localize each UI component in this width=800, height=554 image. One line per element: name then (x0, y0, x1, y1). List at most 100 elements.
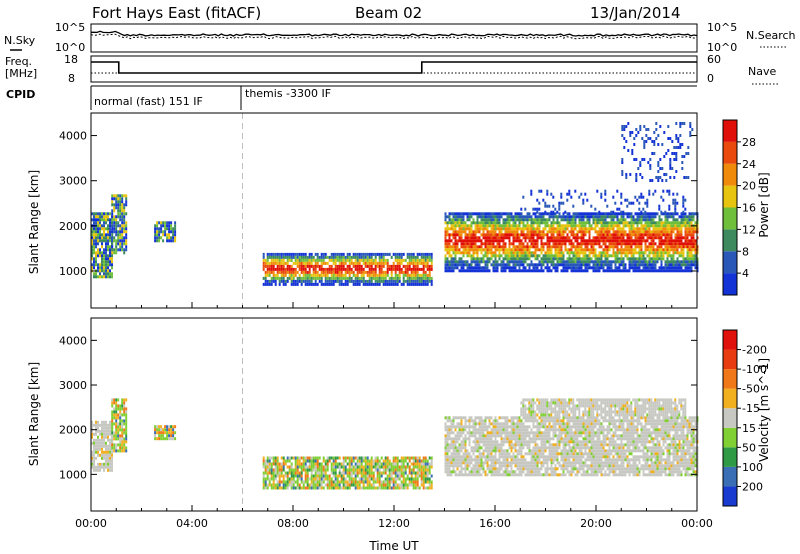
echo-cell (558, 251, 561, 255)
echo-cell (107, 453, 109, 457)
echo-cell (532, 251, 535, 255)
echo-cell (592, 236, 595, 240)
echo-cell (444, 242, 447, 246)
echo-cell (350, 270, 353, 274)
echo-cell (682, 215, 685, 219)
echo-cell (107, 218, 109, 222)
echo-cell (324, 252, 327, 256)
echo-cell (494, 212, 497, 216)
echo-cell (646, 230, 649, 234)
echo-cell (502, 269, 505, 273)
echo-cell (688, 224, 691, 228)
echo-cell (91, 254, 93, 258)
echo-cell (680, 218, 683, 222)
echo-cell (300, 261, 303, 265)
echo-cell (678, 227, 681, 231)
echo-cell (460, 263, 463, 267)
echo-cell (458, 443, 461, 447)
echo-cell (390, 477, 393, 481)
echo-cell (113, 230, 116, 234)
ytick-label: 4000 (59, 130, 87, 143)
echo-cell (584, 257, 587, 261)
echo-cell (678, 239, 681, 243)
echo-cell (454, 227, 457, 231)
echo-cell (574, 218, 577, 222)
echo-cell (564, 239, 567, 243)
echo-cell (296, 468, 299, 472)
echo-cell (358, 468, 361, 472)
echo-cell (686, 257, 689, 261)
echo-cell (638, 254, 641, 258)
echo-cell (660, 218, 663, 222)
echo-cell (386, 486, 389, 490)
echo-cell (446, 215, 449, 219)
echo-cell (654, 251, 657, 255)
echo-cell (532, 224, 535, 228)
echo-cell (378, 459, 381, 463)
echo-cell (162, 428, 165, 432)
echo-cell (554, 215, 557, 219)
echo-cell (446, 464, 449, 468)
echo-cell (101, 456, 103, 460)
echo-cell (572, 212, 575, 216)
echo-cell (592, 251, 595, 255)
echo-cell (458, 212, 461, 216)
echo-cell (635, 158, 638, 161)
echo-cell (101, 263, 103, 267)
echo-cell (384, 486, 387, 490)
freq-tick-top: 18 (64, 53, 78, 66)
echo-cell (268, 480, 271, 484)
echo-cell (670, 233, 673, 237)
echo-cell (604, 251, 607, 255)
echo-cell (350, 267, 353, 271)
echo-cell (510, 248, 513, 252)
echo-cell (358, 480, 361, 484)
echo-cell (502, 233, 505, 237)
echo-cell (622, 236, 625, 240)
echo-cell (486, 248, 489, 252)
echo-cell (117, 428, 120, 432)
echo-cell (562, 233, 565, 237)
echo-cell (588, 236, 591, 240)
echo-cell (374, 252, 377, 256)
echo-cell (398, 483, 401, 487)
echo-cell (528, 245, 531, 249)
echo-cell (476, 251, 479, 255)
echo-cell (450, 443, 453, 447)
echo-cell (111, 462, 113, 466)
echo-cell (655, 176, 658, 179)
echo-cell (300, 279, 303, 283)
echo-cell (548, 254, 551, 258)
echo-cell (338, 462, 341, 466)
echo-cell (630, 224, 633, 228)
echo-cell (332, 270, 335, 274)
echo-cell (560, 224, 563, 228)
echo-cell (113, 227, 116, 231)
echo-cell (524, 218, 527, 222)
echo-cell (97, 275, 99, 279)
echo-cell (121, 209, 124, 213)
echo-cell (500, 266, 503, 270)
echo-cell (634, 245, 637, 249)
echo-cell (113, 239, 116, 243)
echo-cell (366, 480, 369, 484)
echo-cell (454, 218, 457, 222)
echo-cell (91, 257, 93, 261)
echo-cell (646, 266, 649, 270)
echo-cell (564, 266, 567, 270)
echo-cell (410, 483, 413, 487)
echo-cell (95, 221, 97, 225)
echo-cell (394, 471, 397, 475)
echo-cell (302, 483, 305, 487)
echo-cell (606, 212, 609, 216)
echo-cell (450, 440, 453, 444)
echo-cell (568, 239, 571, 243)
echo-cell (576, 257, 579, 261)
colorbar-swatch (723, 141, 737, 164)
echo-cell (91, 432, 93, 436)
echo-cell (376, 279, 379, 283)
echo-cell (468, 239, 471, 243)
echo-cell (111, 425, 114, 429)
echo-cell (654, 233, 657, 237)
echo-cell (472, 212, 475, 216)
